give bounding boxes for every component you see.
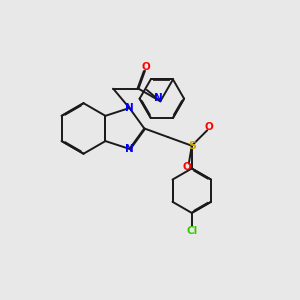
Text: N: N <box>125 103 134 113</box>
Text: N: N <box>154 93 163 103</box>
Text: S: S <box>188 141 196 151</box>
Text: O: O <box>204 122 213 132</box>
Text: O: O <box>141 62 150 72</box>
Text: O: O <box>183 162 192 172</box>
Text: N: N <box>125 144 134 154</box>
Text: Cl: Cl <box>186 226 197 236</box>
